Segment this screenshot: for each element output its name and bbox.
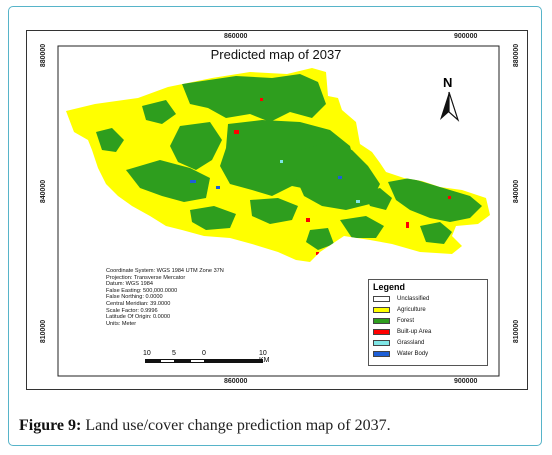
legend-label: Unclassified xyxy=(397,296,430,302)
legend-swatch xyxy=(373,307,390,313)
built-up-area xyxy=(234,98,451,255)
scale-segment xyxy=(190,359,205,363)
coord-bottom-right: 900000 xyxy=(454,378,478,385)
north-label: N xyxy=(443,75,453,90)
coord-top-left: 860000 xyxy=(224,33,248,40)
projection-line: False Northing: 0.0000 xyxy=(106,294,163,301)
projection-line: Scale Factor: 0.9996 xyxy=(106,307,158,314)
legend-item-grassland: Grassland xyxy=(373,339,424,347)
scale-segment xyxy=(175,359,190,363)
legend-item-unclassified: Unclassified xyxy=(373,295,429,303)
north-arrow-icon xyxy=(440,91,460,122)
caption-text: Land use/cover change prediction map of … xyxy=(81,417,391,434)
scale-label: 5 xyxy=(172,350,176,357)
coord-top-right: 900000 xyxy=(454,33,478,40)
scale-label: 10 xyxy=(143,350,151,357)
legend-swatch xyxy=(373,329,390,335)
projection-line: Units: Meter xyxy=(106,320,137,327)
legend: Legend Unclassified Agriculture Forest B… xyxy=(368,279,488,366)
projection-line: Central Meridian: 39.0000 xyxy=(106,300,171,307)
projection-line: False Easting: 500,000.0000 xyxy=(106,287,178,294)
legend-swatch xyxy=(373,351,390,357)
legend-title: Legend xyxy=(373,282,406,292)
legend-label: Built-up Area xyxy=(397,329,432,335)
scale-label: 10 KM xyxy=(259,350,270,364)
projection-line: Projection: Transverse Mercator xyxy=(106,274,186,281)
legend-item-forest: Forest xyxy=(373,317,414,325)
legend-label: Grassland xyxy=(397,340,425,346)
legend-label: Forest xyxy=(397,318,415,324)
coord-bottom-left: 860000 xyxy=(224,378,248,385)
caption-label: Figure 9: xyxy=(19,417,82,434)
map-title: Predicted map of 2037 xyxy=(210,47,342,62)
projection-line: Datum: WGS 1984 xyxy=(106,281,153,288)
forest-area xyxy=(96,74,482,250)
grassland-area xyxy=(280,160,360,203)
projection-info: Coordinate System: WGS 1984 UTM Zone 37N… xyxy=(106,268,224,327)
scale-label: 0 xyxy=(202,350,206,357)
projection-line: Latitude Of Origin: 0.0000 xyxy=(106,314,171,321)
water-body-area xyxy=(190,176,342,189)
scale-segment xyxy=(205,359,263,363)
projection-line: Coordinate System: WGS 1984 UTM Zone 37N xyxy=(106,268,224,274)
legend-label: Agriculture xyxy=(397,307,426,313)
figure-caption: Figure 9: Land use/cover change predicti… xyxy=(19,417,391,435)
legend-item-built-up: Built-up Area xyxy=(373,328,431,336)
legend-label: Water Body xyxy=(397,351,429,357)
legend-swatch xyxy=(373,318,390,324)
map-inner-frame xyxy=(57,45,500,377)
legend-item-agriculture: Agriculture xyxy=(373,306,426,314)
scale-segment xyxy=(145,359,160,363)
scale-segment xyxy=(160,359,175,363)
legend-item-water-body: Water Body xyxy=(373,350,428,358)
legend-swatch xyxy=(373,296,390,302)
legend-swatch xyxy=(373,340,390,346)
